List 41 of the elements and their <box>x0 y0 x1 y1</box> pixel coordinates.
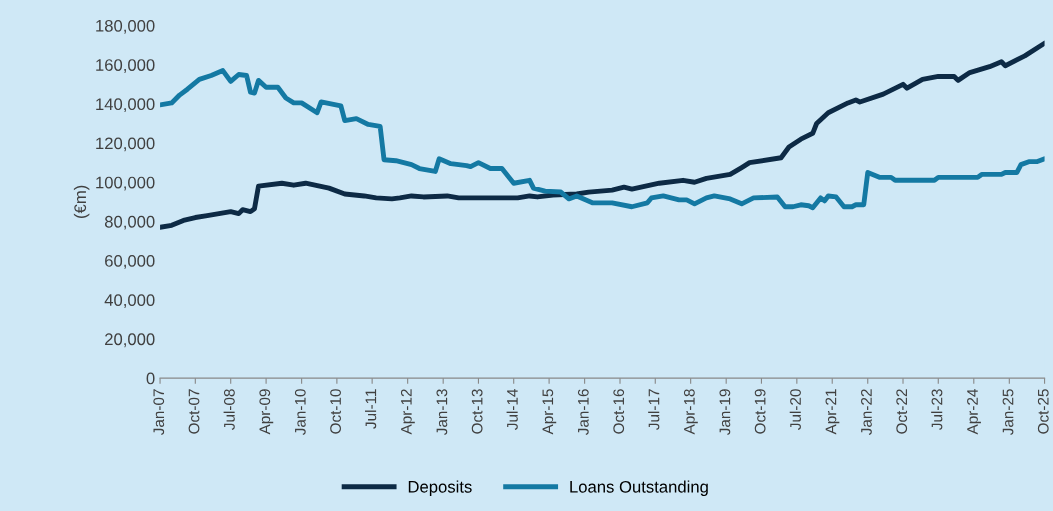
y-axis-title: (€m) <box>73 185 90 218</box>
y-tick-label: 40,000 <box>104 294 155 308</box>
y-tick-label: 80,000 <box>104 215 155 230</box>
x-tick-label: Jan-22 <box>861 389 872 436</box>
x-tick-label: Oct-25 <box>1037 389 1049 434</box>
y-tick-label: 60,000 <box>105 255 155 269</box>
y-tick-label: 180,000 <box>96 19 155 34</box>
x-tick-label: Apr-15 <box>542 389 557 435</box>
y-tick-label: 0 <box>146 372 155 385</box>
x-tick-label: Jan-16 <box>577 389 589 436</box>
x-tick-label: Oct-22 <box>896 389 908 434</box>
x-tick-label: Apr-12 <box>400 389 415 435</box>
x-tick-label: Oct-10 <box>330 389 341 434</box>
x-tick-label: Apr-21 <box>825 389 840 435</box>
line-series <box>160 68 1045 211</box>
x-tick-label: Apr-24 <box>967 389 981 435</box>
y-tick-label: 120,000 <box>96 137 155 152</box>
x-tick-label: Jul-14 <box>506 389 518 430</box>
legend-label: Deposits <box>408 480 472 496</box>
y-tick-label: 140,000 <box>96 98 155 113</box>
x-tick-label: Oct-16 <box>613 389 625 434</box>
x-tick-label: Jul-08 <box>223 389 235 430</box>
legend-label: Loans Outstanding <box>570 480 708 496</box>
x-tick-label: Jul-11 <box>365 389 377 429</box>
x-tick-label: Jan-13 <box>436 389 448 436</box>
x-tick-label: Oct-19 <box>754 389 766 434</box>
y-tick-label: 100,000 <box>96 176 155 191</box>
x-tick-label: Jan-07 <box>153 389 165 436</box>
x-tick-label: Jul-17 <box>648 389 660 430</box>
x-tick-label: Jul-20 <box>789 389 801 430</box>
x-tick-label: Oct-07 <box>188 389 200 434</box>
x-tick-label: Oct-13 <box>471 389 483 434</box>
x-tick-label: Jan-25 <box>1002 389 1014 436</box>
x-tick-label: Jan-10 <box>294 389 306 436</box>
x-tick-label: Apr-09 <box>259 389 274 435</box>
x-tick-label: Apr-18 <box>683 389 698 435</box>
line-series <box>160 40 1045 230</box>
x-tick-label: Jan-19 <box>719 389 731 436</box>
x-tick-label: Jul-23 <box>931 389 943 430</box>
y-tick-label: 20,000 <box>105 333 155 348</box>
y-tick-label: 160,000 <box>96 59 155 73</box>
